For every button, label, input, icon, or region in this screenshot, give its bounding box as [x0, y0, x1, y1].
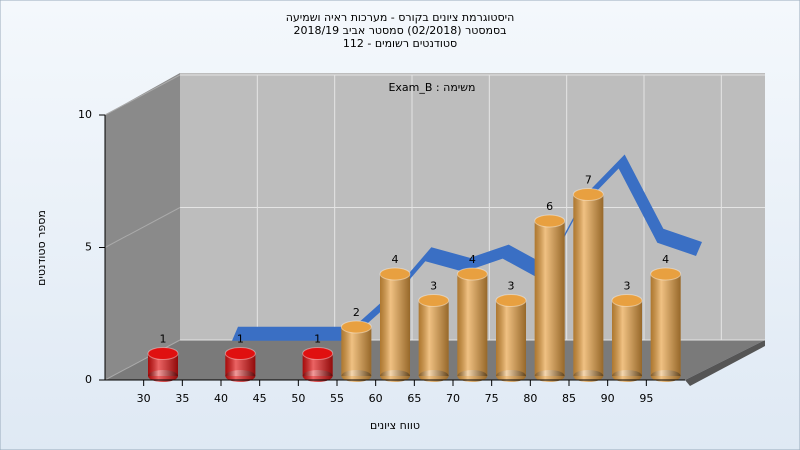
bar-top [572, 188, 604, 201]
y-tick-label: 10 [78, 108, 92, 121]
back-wall [180, 73, 765, 340]
data-label: 6 [546, 200, 553, 213]
bar-shade [341, 327, 372, 376]
bar-shade [225, 353, 256, 376]
bar [495, 294, 527, 382]
bar-shade [573, 194, 604, 376]
x-tick-label: 90 [601, 392, 615, 405]
bar-shade [457, 274, 488, 376]
bar-shade [534, 221, 565, 376]
data-label: 2 [353, 306, 360, 319]
data-label: 4 [392, 253, 399, 266]
data-label: 1 [237, 333, 244, 346]
title-line: סטודנטים רשומים - 112 [343, 37, 457, 50]
bar-shade [302, 353, 333, 376]
data-label: 3 [624, 280, 631, 293]
bar [340, 320, 372, 382]
x-tick-label: 30 [137, 392, 151, 405]
title-line: בסמסטר (02/2018) סמסטר אביב 2018/19 [293, 24, 506, 37]
x-tick-label: 80 [523, 392, 537, 405]
floor-edge [685, 340, 765, 386]
bar-shade [612, 300, 642, 376]
x-tick-label: 70 [446, 392, 460, 405]
bar [650, 267, 682, 382]
side-wall [105, 73, 180, 380]
bar-shade [496, 300, 526, 376]
data-label: 4 [662, 253, 669, 266]
bars: 1 1 1 2 4 3 4 3 6 7 3 4 [147, 174, 682, 382]
bar-top [456, 267, 488, 281]
x-tick-label: 85 [562, 392, 576, 405]
x-tick-label: 45 [253, 392, 267, 405]
data-label: 3 [508, 280, 515, 293]
bar [147, 347, 179, 382]
data-label: 3 [430, 280, 437, 293]
bar-top [650, 267, 682, 281]
title-line: היסטוגרמת ציונים בקורס - מערכות ראיה ושמ… [286, 11, 515, 24]
annotation: משימה : Exam_B [388, 81, 475, 94]
bar [302, 347, 334, 382]
bar [456, 267, 488, 382]
data-label: 1 [160, 333, 167, 346]
x-tick-label: 40 [214, 392, 228, 405]
bar-top [611, 294, 643, 307]
y-tick-label: 0 [85, 373, 92, 386]
bar-shade [148, 353, 178, 376]
data-label: 4 [469, 253, 476, 266]
bar-shade [380, 274, 410, 376]
x-tick-label: 95 [639, 392, 653, 405]
bar [611, 294, 643, 382]
x-tick-label: 60 [369, 392, 383, 405]
bar-shade [650, 274, 681, 376]
bar [418, 294, 450, 382]
data-label: 7 [585, 174, 592, 187]
x-tick-label: 55 [330, 392, 344, 405]
grid-line [104, 339, 181, 381]
bar-top [340, 320, 372, 334]
bar-top [534, 214, 566, 228]
bar-top [302, 347, 334, 360]
bar [572, 188, 604, 382]
y-axis-label: מספר סטודנטים [35, 210, 48, 286]
bar [534, 214, 566, 382]
data-label: 1 [314, 333, 321, 346]
bar-top [495, 294, 527, 307]
y-tick-label: 5 [85, 241, 92, 254]
x-tick-label: 75 [485, 392, 499, 405]
bar-top [147, 347, 179, 360]
grid-line [104, 207, 181, 248]
bar-top [379, 267, 411, 281]
bar [379, 267, 411, 382]
x-tick-label: 35 [175, 392, 189, 405]
x-tick-label: 65 [407, 392, 421, 405]
x-tick-label: 50 [291, 392, 305, 405]
bar-shade [418, 300, 449, 376]
bar-top [224, 347, 256, 360]
x-axis-label: טווח ציונים [370, 419, 420, 432]
grid [104, 74, 765, 381]
grid-line [104, 74, 181, 116]
bar-top [418, 294, 450, 307]
bar [224, 347, 256, 382]
